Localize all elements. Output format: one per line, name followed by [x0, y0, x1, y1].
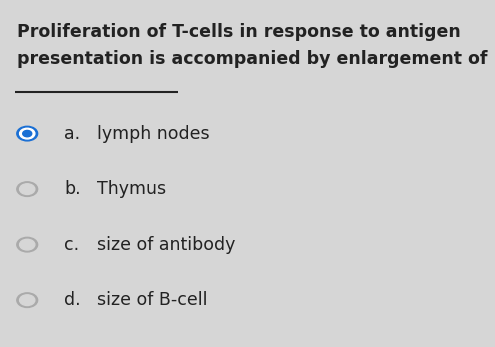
- Circle shape: [20, 295, 35, 305]
- Circle shape: [23, 130, 32, 137]
- Circle shape: [20, 128, 35, 139]
- Text: c.: c.: [64, 236, 80, 254]
- Text: d.: d.: [64, 291, 81, 309]
- Circle shape: [17, 293, 38, 307]
- Text: size of antibody: size of antibody: [97, 236, 235, 254]
- Text: Proliferation of T-cells in response to antigen: Proliferation of T-cells in response to …: [17, 23, 461, 41]
- Text: b.: b.: [64, 180, 81, 198]
- Circle shape: [17, 182, 38, 196]
- Text: Thymus: Thymus: [97, 180, 166, 198]
- Circle shape: [17, 237, 38, 252]
- Text: a.: a.: [64, 125, 81, 143]
- Circle shape: [20, 184, 35, 194]
- Circle shape: [17, 126, 38, 141]
- Text: size of B-cell: size of B-cell: [97, 291, 207, 309]
- Text: presentation is accompanied by enlargement of: presentation is accompanied by enlargeme…: [17, 50, 488, 68]
- Text: lymph nodes: lymph nodes: [97, 125, 209, 143]
- Circle shape: [20, 239, 35, 250]
